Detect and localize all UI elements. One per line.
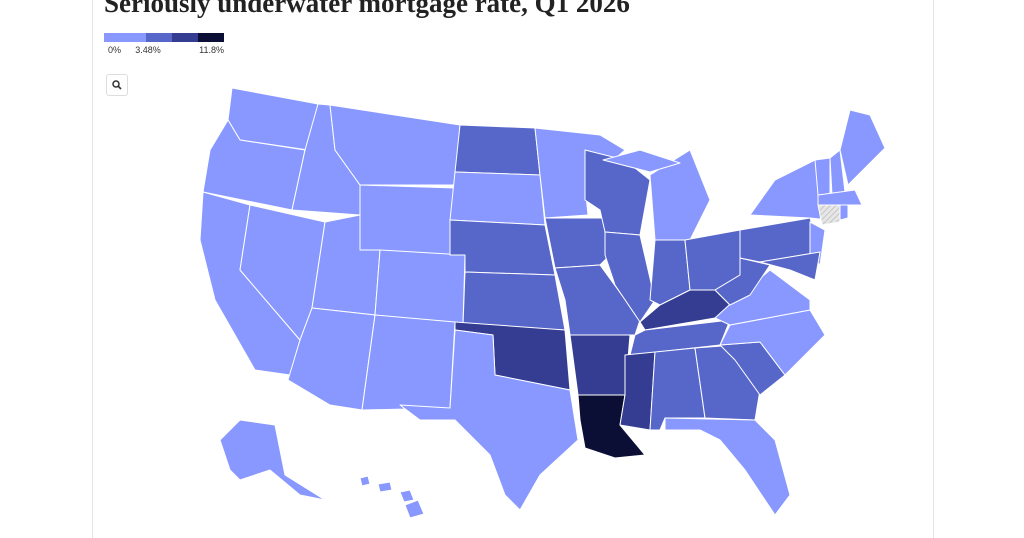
legend: 0% 3.48% 11.8% (104, 33, 224, 55)
state (449, 171, 546, 226)
state (399, 329, 579, 511)
state (359, 475, 371, 487)
state (359, 184, 456, 256)
state (374, 249, 466, 326)
legend-label: 3.48% (135, 45, 161, 55)
state (377, 481, 393, 493)
legend-label: 0% (108, 45, 121, 55)
map-title: Seriously underwater mortgage rate, Q1 2… (104, 0, 630, 18)
state (219, 419, 326, 501)
legend-swatch (104, 33, 146, 42)
state (759, 251, 821, 281)
state (649, 149, 711, 241)
state (361, 314, 456, 411)
legend-swatch (146, 33, 172, 42)
state (404, 499, 425, 519)
zoom-button[interactable] (106, 74, 128, 96)
state (619, 351, 656, 431)
state (839, 204, 849, 221)
state (462, 271, 566, 331)
state (839, 109, 886, 186)
state (664, 417, 791, 516)
state (399, 489, 415, 503)
state (454, 124, 541, 176)
states (199, 87, 886, 519)
state (814, 157, 831, 196)
legend-swatch (198, 33, 224, 42)
state (602, 149, 681, 173)
search-icon (112, 80, 122, 90)
state (449, 219, 556, 276)
legend-swatch (172, 33, 198, 42)
state (569, 334, 631, 396)
state (817, 204, 841, 226)
state (329, 104, 461, 186)
legend-label: 11.8% (199, 45, 224, 55)
